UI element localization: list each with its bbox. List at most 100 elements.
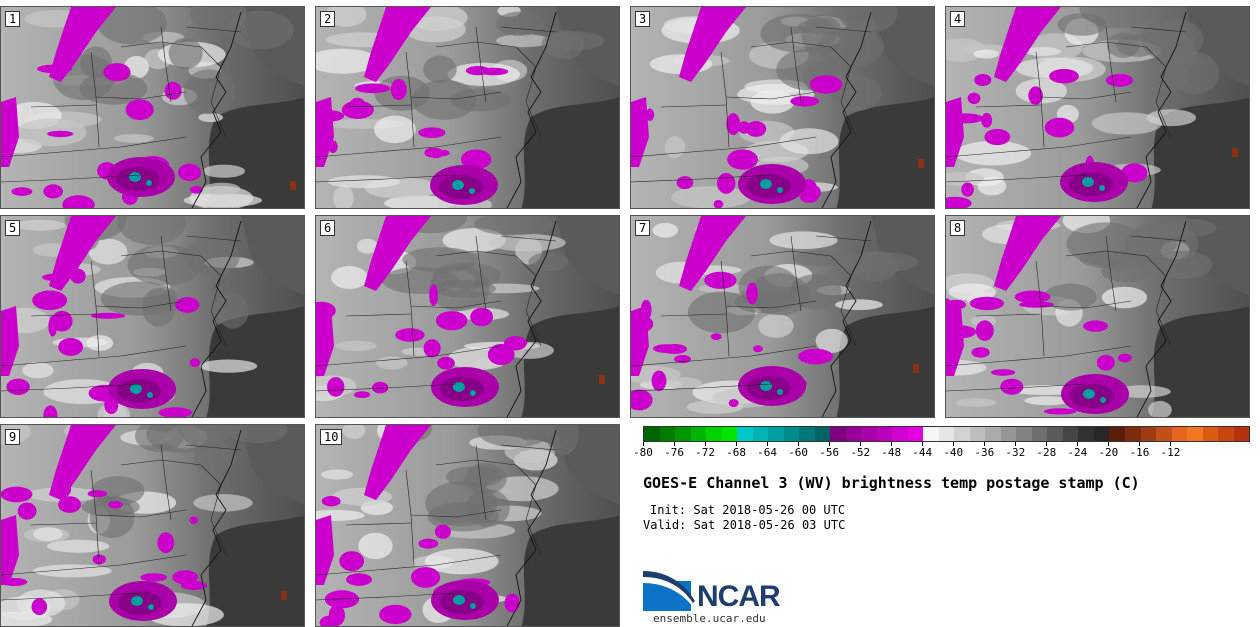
colorbar-swatch <box>659 427 676 441</box>
colorbar-swatch <box>783 427 800 441</box>
valid-time: Valid: Sat 2018-05-26 03 UTC <box>643 518 846 532</box>
colorbar-swatch <box>1047 427 1063 441</box>
member-label: 5 <box>5 220 21 236</box>
colorbar-tick-label: -28 <box>1036 446 1057 459</box>
postage-stamp-panel: 4 <box>945 6 1250 209</box>
colorbar-tick-mark <box>891 442 893 446</box>
colorbar-swatch <box>1109 427 1125 441</box>
colorbar-swatch <box>1093 427 1110 441</box>
colorbar-swatch <box>985 427 1001 441</box>
postage-stamp-panel: 2 <box>315 6 620 209</box>
colorbar-swatch <box>1233 427 1250 441</box>
colorbar-swatch <box>690 427 707 441</box>
colorbar-swatch <box>721 427 738 441</box>
colorbar-swatch <box>1156 427 1172 441</box>
colorbar-tick-label: -44 <box>912 446 933 459</box>
member-label: 10 <box>320 429 343 445</box>
postage-stamp-panel: 9 <box>0 424 305 627</box>
colorbar-tick-mark <box>860 442 862 446</box>
postage-stamp-panel: 8 <box>945 215 1250 418</box>
colorbar-tick-mark <box>1170 442 1172 446</box>
colorbar-tick-mark <box>1015 442 1017 446</box>
colorbar-tick-mark <box>643 442 644 446</box>
colorbar-tick-label: -52 <box>850 446 871 459</box>
colorbar-tick-mark <box>829 442 831 446</box>
colorbar-tick-mark <box>1077 442 1079 446</box>
colorbar-tick-mark <box>736 442 738 446</box>
colorbar-swatch <box>907 427 924 441</box>
colorbar-swatch <box>737 427 753 441</box>
colorbar <box>643 426 1250 442</box>
plot-title: GOES-E Channel 3 (WV) brightness temp po… <box>643 474 1140 492</box>
postage-stamp-panel: 10 <box>315 424 620 627</box>
colorbar-swatch <box>706 427 722 441</box>
colorbar-swatch <box>830 427 846 441</box>
colorbar-swatch <box>1016 427 1032 441</box>
postage-stamp-panel: 5 <box>0 215 305 418</box>
colorbar-swatch <box>1062 427 1079 441</box>
colorbar-tick-label: -80 <box>633 446 653 459</box>
logo-url[interactable]: ensemble.ucar.edu <box>653 612 766 625</box>
colorbar-swatch <box>1031 427 1048 441</box>
colorbar-swatch <box>1078 427 1094 441</box>
colorbar-swatch <box>814 427 831 441</box>
postage-stamp-panel: 6 <box>315 215 620 418</box>
colorbar-swatch <box>675 427 691 441</box>
member-label: 6 <box>320 220 336 236</box>
colorbar-tick-label: -56 <box>819 446 840 459</box>
colorbar-tick-mark <box>1108 442 1110 446</box>
water-vapor-map <box>316 216 619 417</box>
member-label: 9 <box>5 429 21 445</box>
colorbar-tick-mark <box>767 442 769 446</box>
ncar-logo-icon <box>643 571 695 611</box>
postage-stamp-panel: 1 <box>0 6 305 209</box>
colorbar-swatch <box>969 427 986 441</box>
colorbar-tick-label: -32 <box>1005 446 1026 459</box>
member-label: 7 <box>635 220 651 236</box>
colorbar-tick-label: -48 <box>881 446 902 459</box>
water-vapor-map <box>1 425 304 626</box>
colorbar-swatch <box>752 427 769 441</box>
water-vapor-map <box>631 7 934 208</box>
water-vapor-map <box>1 216 304 417</box>
member-label: 4 <box>950 11 966 27</box>
water-vapor-map <box>631 216 934 417</box>
colorbar-swatch <box>923 427 939 441</box>
colorbar-swatch <box>892 427 908 441</box>
water-vapor-map <box>946 7 1249 208</box>
postage-stamp-panel: 3 <box>630 6 935 209</box>
colorbar-swatch <box>1218 427 1234 441</box>
colorbar-tick-label: -40 <box>943 446 964 459</box>
colorbar-tick-label: -16 <box>1129 446 1150 459</box>
colorbar-swatch <box>938 427 955 441</box>
colorbar-swatch <box>954 427 970 441</box>
colorbar-tick-label: -60 <box>788 446 809 459</box>
colorbar-tick-label: -68 <box>726 446 746 459</box>
postage-stamp-panel: 7 <box>630 215 935 418</box>
water-vapor-map <box>316 425 619 626</box>
water-vapor-map <box>316 7 619 208</box>
colorbar-tick-mark <box>922 442 924 446</box>
colorbar-swatch <box>1000 427 1017 441</box>
colorbar-swatch <box>799 427 815 441</box>
colorbar-swatch <box>1124 427 1141 441</box>
colorbar-tick-mark <box>953 442 955 446</box>
colorbar-swatch <box>876 427 893 441</box>
colorbar-tick-label: -76 <box>664 446 684 459</box>
colorbar-tick-mark <box>984 442 986 446</box>
member-label: 8 <box>950 220 966 236</box>
colorbar-swatch <box>768 427 784 441</box>
member-label: 3 <box>635 11 651 27</box>
water-vapor-map <box>1 7 304 208</box>
colorbar-swatch <box>861 427 877 441</box>
member-label: 1 <box>5 11 21 27</box>
water-vapor-map <box>946 216 1249 417</box>
colorbar-swatch <box>1202 427 1219 441</box>
colorbar-tick-label: -20 <box>1098 446 1119 459</box>
colorbar-tick-label: -36 <box>974 446 995 459</box>
colorbar-tick-label: -72 <box>695 446 715 459</box>
colorbar-swatch <box>845 427 862 441</box>
colorbar-tick-mark <box>705 442 707 446</box>
colorbar-swatch <box>1140 427 1157 441</box>
colorbar-tick-mark <box>1139 442 1141 446</box>
